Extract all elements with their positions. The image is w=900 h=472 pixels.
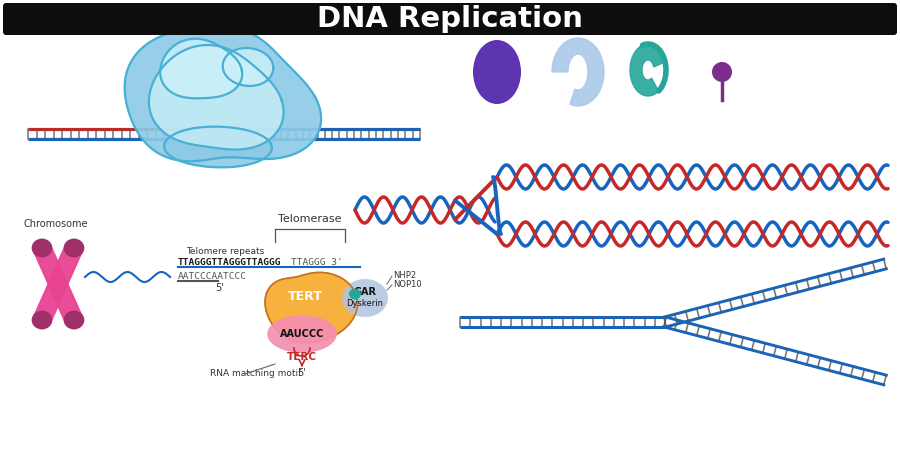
Text: TTAGGG 3': TTAGGG 3': [291, 258, 343, 267]
Ellipse shape: [342, 279, 388, 317]
Text: NOP10: NOP10: [393, 280, 421, 289]
Polygon shape: [222, 48, 274, 86]
Polygon shape: [160, 39, 242, 98]
Text: DNA Replication: DNA Replication: [317, 5, 583, 33]
Polygon shape: [34, 280, 67, 324]
Text: AATCCCAATCCC: AATCCCAATCCC: [178, 272, 247, 281]
Polygon shape: [552, 38, 604, 106]
Text: AAUCCC: AAUCCC: [280, 329, 324, 339]
Polygon shape: [268, 316, 336, 352]
Text: Chromosome: Chromosome: [23, 219, 87, 229]
Polygon shape: [125, 26, 321, 161]
FancyBboxPatch shape: [3, 3, 897, 35]
Ellipse shape: [32, 238, 52, 257]
Polygon shape: [50, 280, 82, 324]
Text: TERT: TERT: [288, 289, 322, 303]
Polygon shape: [265, 272, 357, 343]
Text: Telomere repeats: Telomere repeats: [186, 247, 265, 256]
Polygon shape: [164, 126, 272, 168]
Ellipse shape: [349, 288, 361, 300]
Text: TERC: TERC: [287, 352, 317, 362]
Polygon shape: [34, 244, 67, 287]
Text: NHP2: NHP2: [393, 271, 416, 280]
Ellipse shape: [32, 311, 52, 329]
Polygon shape: [50, 244, 82, 287]
Ellipse shape: [64, 238, 85, 257]
Text: GAR: GAR: [354, 287, 376, 297]
Text: Dyskerin: Dyskerin: [346, 298, 383, 307]
Ellipse shape: [712, 62, 732, 82]
Text: 5': 5': [215, 283, 224, 293]
Ellipse shape: [48, 276, 68, 292]
Text: 5': 5': [298, 368, 306, 378]
Polygon shape: [148, 45, 284, 150]
Text: TTAGGGTTAGGGTTAGGG: TTAGGGTTAGGGTTAGGG: [178, 258, 282, 267]
Polygon shape: [630, 44, 665, 96]
Text: RNA matching motif: RNA matching motif: [210, 369, 302, 378]
Ellipse shape: [64, 311, 85, 329]
Ellipse shape: [473, 40, 521, 104]
Text: Telomerase: Telomerase: [278, 214, 342, 224]
